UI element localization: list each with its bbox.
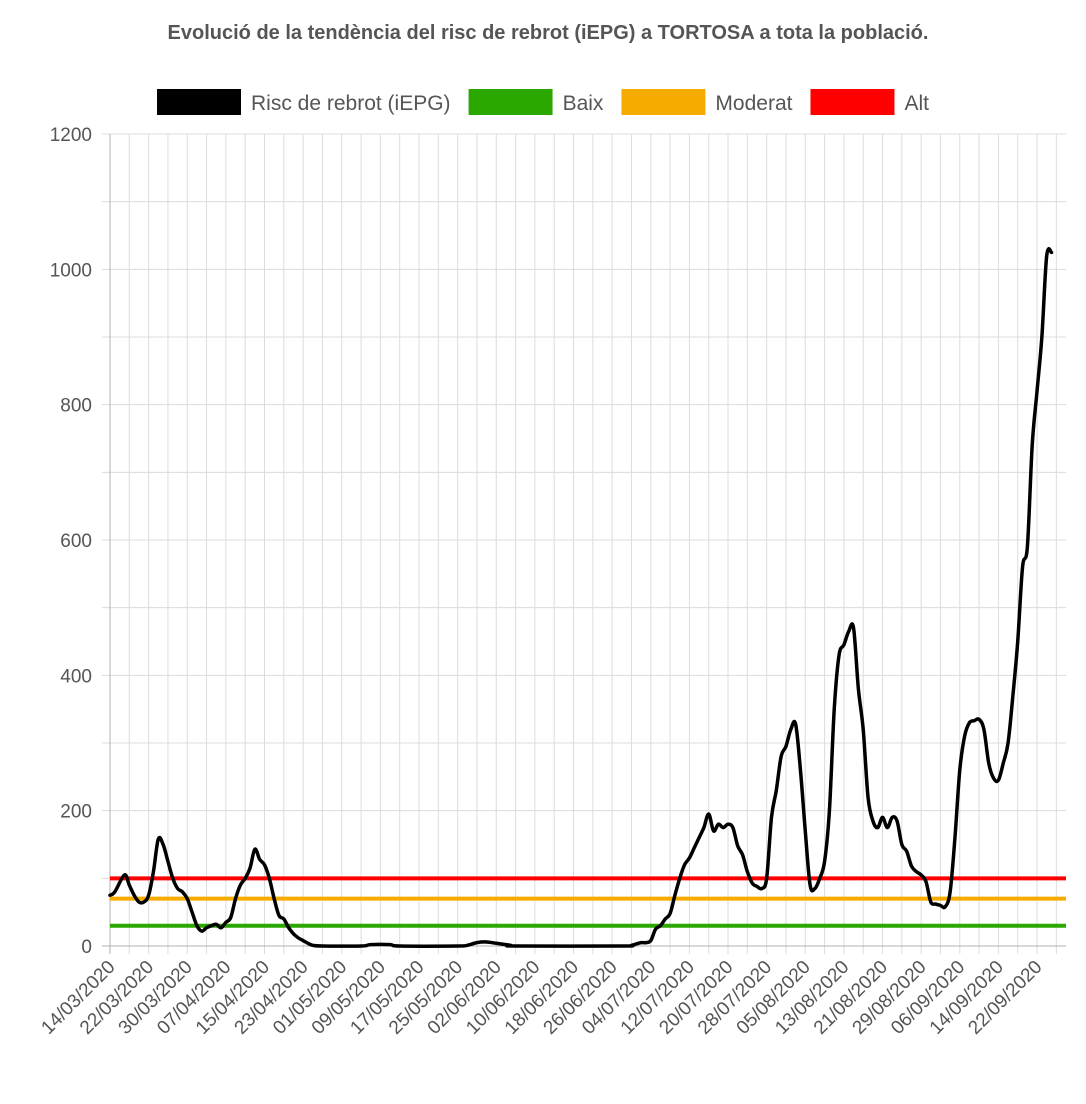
legend-item-baix[interactable]: Baix (468, 89, 604, 115)
legend-swatch (157, 89, 242, 115)
y-tick-label: 1000 (50, 260, 92, 281)
legend-swatch (468, 89, 553, 115)
legend-label: Alt (904, 92, 929, 115)
series-lines (108, 246, 1066, 948)
grid-lines (102, 133, 1066, 954)
series-line-iepg (108, 246, 1054, 948)
legend[interactable]: Risc de rebrot (iEPG) Baix Moderat Alt (157, 89, 929, 115)
legend-label: Moderat (715, 92, 792, 115)
legend-item-alt[interactable]: Alt (810, 89, 929, 115)
y-tick-label: 1200 (50, 125, 92, 146)
x-axis-ticks: 14/03/202022/03/202030/03/202007/04/2020… (37, 957, 1046, 1039)
y-tick-label: 800 (60, 396, 92, 417)
chart-title: Evolució de la tendència del risc de reb… (167, 22, 929, 44)
legend-item-moderat[interactable]: Moderat (621, 89, 793, 115)
y-tick-label: 600 (60, 531, 92, 552)
legend-item-risc-de-rebrot-iepg[interactable]: Risc de rebrot (iEPG) (157, 89, 451, 115)
legend-label: Risc de rebrot (iEPG) (251, 92, 451, 115)
y-tick-label: 400 (60, 666, 92, 687)
y-axis-ticks: 0 200 400 600 800 1000 1200 (50, 125, 92, 958)
y-tick-label: 0 (81, 937, 92, 958)
legend-swatch (621, 89, 706, 115)
legend-label: Baix (563, 92, 604, 115)
y-tick-label: 200 (60, 802, 92, 823)
legend-swatch (810, 89, 895, 115)
